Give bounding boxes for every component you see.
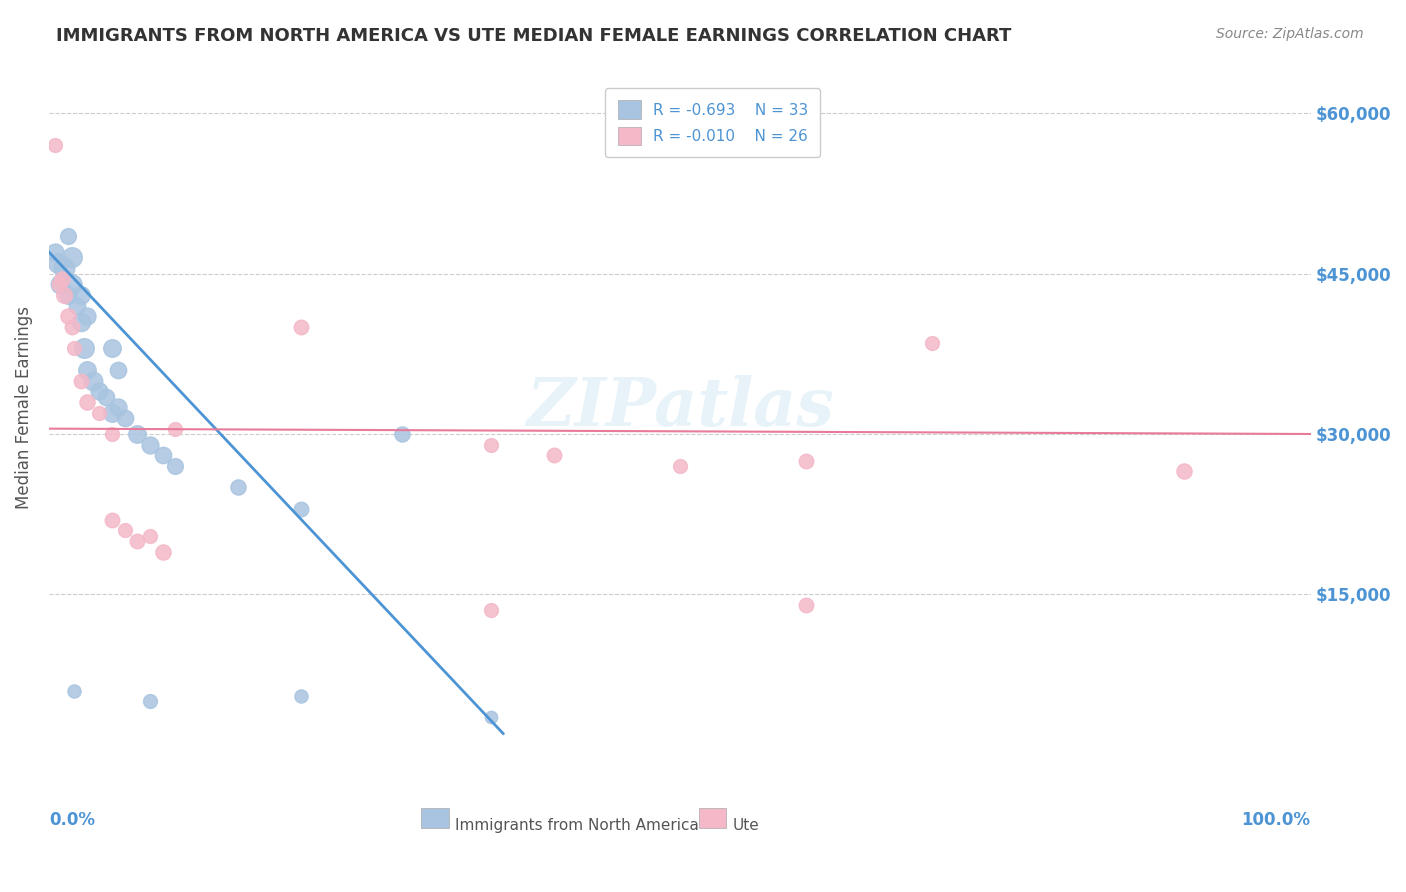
Point [101,342,124,356]
Point [63,683,86,698]
Point [107,401,129,415]
Point [101,512,124,526]
Point [139,438,162,452]
Text: Source: ZipAtlas.com: Source: ZipAtlas.com [1216,27,1364,41]
Point [76,310,98,324]
Point [56,310,79,324]
Point [794,598,817,612]
Text: IMMIGRANTS FROM NORTH AMERICA VS UTE MEDIAN FEMALE EARNINGS CORRELATION CHART: IMMIGRANTS FROM NORTH AMERICA VS UTE MED… [56,27,1011,45]
FancyBboxPatch shape [699,808,727,828]
Text: 0.0%: 0.0% [49,811,96,829]
Point [60,251,83,265]
Point [139,694,162,708]
Point [165,422,187,436]
Point [76,363,98,377]
Point [1173,465,1195,479]
Text: 100.0%: 100.0% [1241,811,1310,829]
Point [152,544,174,558]
Point [479,710,502,724]
Y-axis label: Median Female Earnings: Median Female Earnings [15,306,32,508]
Point [290,501,312,516]
Point [69,315,91,329]
Point [101,406,124,420]
Point [53,288,76,302]
Point [63,342,86,356]
Point [53,261,76,276]
Point [479,438,502,452]
Point [543,449,565,463]
Text: Immigrants from North America: Immigrants from North America [456,818,699,833]
Point [60,320,83,334]
Point [49,277,72,292]
Point [69,288,91,302]
Text: ZIPatlas: ZIPatlas [526,375,834,440]
Point [48,277,70,292]
Point [44,138,66,153]
Point [73,342,96,356]
Point [127,533,149,548]
Point [139,528,162,542]
Point [479,603,502,617]
Point [44,245,66,260]
Text: Ute: Ute [733,818,759,833]
Point [127,427,149,442]
Point [290,689,312,703]
FancyBboxPatch shape [422,808,449,828]
Point [226,480,249,494]
Point [94,390,117,404]
Point [921,336,943,351]
Point [152,449,174,463]
Point [89,406,111,420]
Point [66,299,89,313]
Point [114,411,136,425]
Point [290,320,312,334]
Point [165,459,187,474]
Point [114,523,136,537]
Point [60,277,83,292]
Point [82,374,104,388]
Point [76,395,98,409]
Point [391,427,413,442]
Point [668,459,690,474]
Point [46,256,69,270]
Point [101,427,124,442]
Point [107,363,129,377]
Legend: R = -0.693    N = 33, R = -0.010    N = 26: R = -0.693 N = 33, R = -0.010 N = 26 [606,88,820,158]
Point [56,229,79,244]
Point [51,272,73,286]
Point [69,374,91,388]
Point [89,384,111,399]
Point [56,288,79,302]
Point [794,454,817,468]
